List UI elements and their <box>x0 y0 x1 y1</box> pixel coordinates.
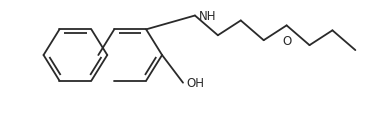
Text: NH: NH <box>199 10 216 23</box>
Text: OH: OH <box>186 76 204 89</box>
Text: O: O <box>282 35 291 48</box>
